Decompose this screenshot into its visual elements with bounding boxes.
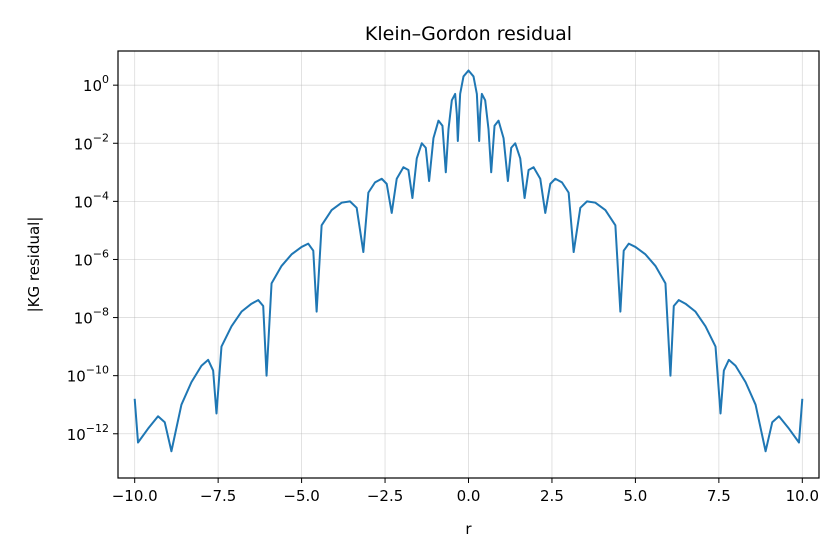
x-axis-label: r [465,520,472,538]
x-tick-label: 7.5 [707,487,731,505]
series-layer [133,69,804,453]
y-axis: 100 10−2 10−4 10−6 10−8 10−10 10−12 [67,73,118,444]
y-tick-label: 10−12 [67,422,109,444]
grid [118,51,819,478]
y-axis-label: |KG residual| [25,217,43,313]
y-tick-label: 10−6 [74,247,109,269]
x-tick-label: 10.0 [786,487,819,505]
x-axis: −10.0 −7.5 −5.0 −2.5 0.0 2.5 5.0 7.5 10.0 [112,478,819,505]
x-tick-label: 2.5 [540,487,564,505]
x-tick-label: 0.0 [457,487,481,505]
x-tick-label: −2.5 [367,487,403,505]
y-tick-label: 10−8 [74,306,109,328]
chart-title: Klein–Gordon residual [365,23,572,45]
series-line-0 [133,69,804,453]
x-tick-label: −5.0 [283,487,319,505]
y-tick-label: 10−4 [74,189,109,211]
x-tick-label: −10.0 [112,487,158,505]
y-tick-label: 100 [83,73,109,95]
x-tick-label: −7.5 [200,487,236,505]
y-tick-label: 10−2 [74,131,109,153]
y-tick-label: 10−10 [67,364,109,386]
x-tick-label: 5.0 [623,487,647,505]
